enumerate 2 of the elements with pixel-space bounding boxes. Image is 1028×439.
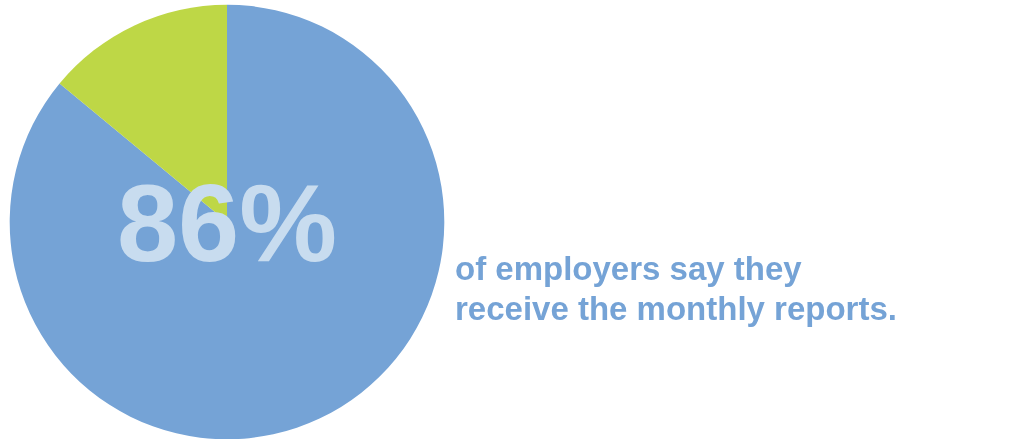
text: of employers say they receive the monthly reports. bbox=[455, 249, 897, 327]
data-label: 86% bbox=[116, 160, 338, 284]
